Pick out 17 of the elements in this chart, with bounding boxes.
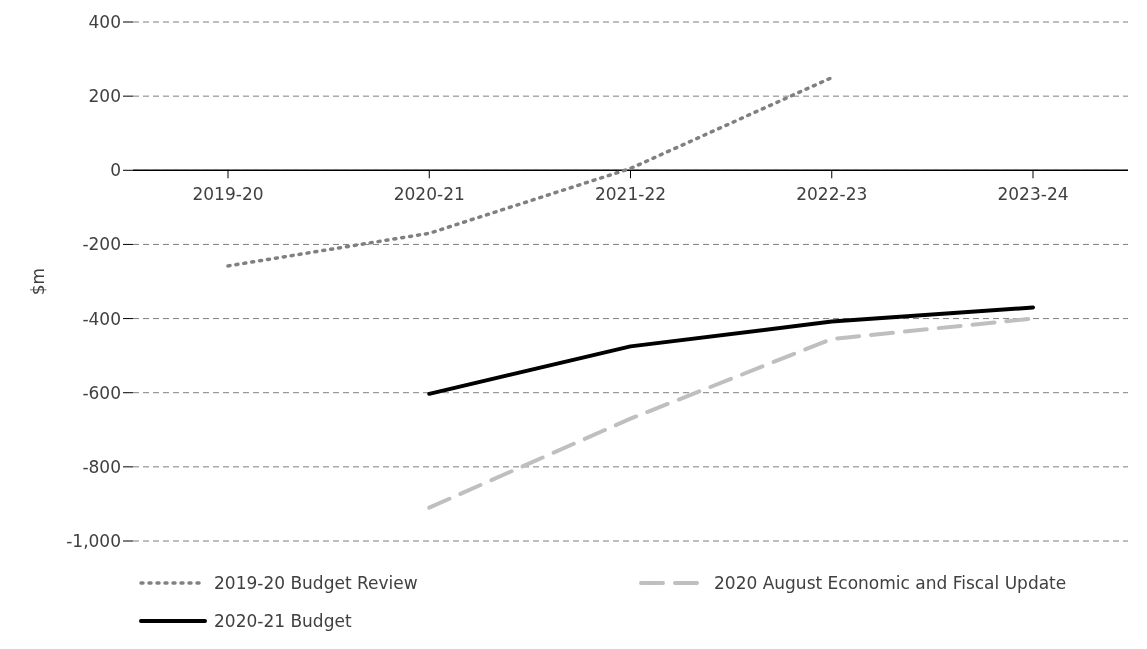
x-tick-label: 2021-22 [594,184,667,205]
y-tick-label: 0 [110,160,121,181]
y-tick-label: 400 [88,12,121,33]
y-axis-title: $m [28,267,49,296]
legend-label: 2020-21 Budget [214,611,352,631]
x-tick-label: 2023-24 [997,184,1069,205]
x-tick-label: 2019-20 [192,184,264,205]
x-tick-label: 2022-23 [796,184,868,205]
y-tick-label: -400 [82,308,121,329]
legend-label: 2019-20 Budget Review [214,573,418,593]
y-tick-label: -800 [82,456,121,477]
legend-label: 2020 August Economic and Fiscal Update [714,573,1067,593]
y-tick-label: -200 [82,234,121,255]
y-tick-label: -600 [82,382,121,403]
y-tick-label: -1,000 [66,531,121,552]
x-tick-label: 2020-21 [393,184,465,205]
y-tick-label: 200 [88,86,121,107]
